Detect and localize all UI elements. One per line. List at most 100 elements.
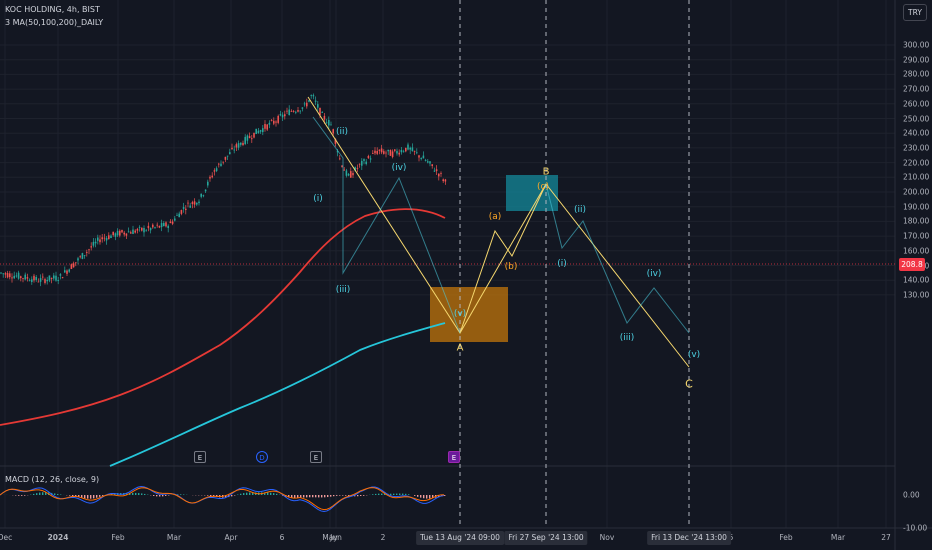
macd-bar xyxy=(102,495,104,496)
candle-body xyxy=(350,171,352,178)
price-tick: 210.00 xyxy=(903,172,930,182)
candle-body xyxy=(354,167,356,171)
event-earnings-icon[interactable]: E xyxy=(194,451,206,463)
macd-bar xyxy=(75,495,77,497)
candle-body xyxy=(180,210,183,214)
candle-body xyxy=(372,153,374,154)
candle-body xyxy=(413,150,416,152)
candle-body xyxy=(369,158,372,160)
macd-bar xyxy=(372,494,374,495)
candle-body xyxy=(55,275,57,281)
candle-body xyxy=(28,280,31,282)
price-tick: 140.00 xyxy=(903,275,930,285)
candle-body xyxy=(42,276,44,278)
candle-body xyxy=(253,132,255,138)
candle-body xyxy=(169,221,172,224)
candle-body xyxy=(279,114,282,116)
candle-body xyxy=(174,218,176,221)
event-earnings-icon[interactable]: E xyxy=(310,451,322,463)
wave-projection-impulse xyxy=(545,183,690,334)
candle-body xyxy=(20,276,22,278)
candle-body xyxy=(17,272,20,279)
candle-body xyxy=(101,237,103,240)
candle-body xyxy=(288,109,290,116)
candle-body xyxy=(24,274,26,280)
candle-body xyxy=(79,256,81,258)
macd-bar xyxy=(84,495,86,499)
indicator-legend[interactable]: 3 MA(50,100,200)_DAILY xyxy=(5,18,104,27)
wave-label-v: (v) xyxy=(453,309,467,319)
macd-bar xyxy=(429,495,431,499)
macd-bar xyxy=(420,495,422,498)
candle-body xyxy=(376,151,378,154)
macd-bar xyxy=(324,495,326,498)
candle-body xyxy=(262,128,264,133)
macd-bar xyxy=(318,495,320,498)
macd-bar xyxy=(348,495,350,496)
price-tick: 270.00 xyxy=(903,84,930,94)
candle-body xyxy=(2,273,4,275)
price-tick: 170.00 xyxy=(903,231,930,241)
candle-body xyxy=(356,168,359,169)
macd-bar xyxy=(384,493,386,495)
macd-bar xyxy=(24,495,26,496)
macd-tick-zero: 0.00 xyxy=(903,490,920,500)
macd-bar xyxy=(354,495,356,497)
candle-body xyxy=(400,150,403,153)
candle-body xyxy=(301,107,304,109)
wave-label-iii: (iii) xyxy=(335,285,351,295)
macd-bar xyxy=(408,494,410,495)
currency-button[interactable]: TRY xyxy=(903,4,927,21)
macd-bar xyxy=(135,492,137,495)
macd-bar xyxy=(390,493,392,495)
macd-bar xyxy=(156,495,158,497)
candle-body xyxy=(361,160,363,166)
macd-bar xyxy=(345,495,347,496)
macd-bar xyxy=(42,492,44,495)
candle-body xyxy=(211,175,213,178)
macd-bar xyxy=(57,494,59,495)
ma-200-line xyxy=(109,322,446,467)
symbol-title[interactable]: KOC HOLDING, 4h, BIST xyxy=(5,5,100,14)
macd-bar xyxy=(249,492,251,495)
candle-body xyxy=(224,156,227,160)
macd-bar xyxy=(126,493,128,495)
candle-body xyxy=(209,176,211,179)
macd-bar xyxy=(363,495,365,496)
candle-body xyxy=(123,232,125,235)
major-label-c: C xyxy=(685,377,693,391)
candle-body xyxy=(341,165,343,167)
major-label-a: A xyxy=(456,342,464,354)
candle-body xyxy=(33,275,35,281)
macd-bar xyxy=(396,493,398,495)
macd-bar xyxy=(303,495,305,498)
crosshair-label-sep: Fri 27 Sep '24 13:00 xyxy=(504,531,588,545)
candle-body xyxy=(37,281,40,283)
proj-label-iii: (iii) xyxy=(619,333,635,343)
candle-body xyxy=(220,163,222,167)
macd-bar xyxy=(264,492,266,495)
candle-body xyxy=(189,205,191,208)
candle-body xyxy=(207,181,209,186)
candle-body xyxy=(15,275,18,277)
candle-body xyxy=(409,147,411,150)
candle-body xyxy=(145,230,147,232)
candle-body xyxy=(191,202,194,205)
macd-legend[interactable]: MACD (12, 26, close, 9) xyxy=(5,475,100,484)
macd-bar xyxy=(360,495,362,496)
price-tick: 220.00 xyxy=(903,158,930,168)
candle-body xyxy=(407,144,409,150)
macd-bar xyxy=(69,495,71,496)
event-earnings-icon[interactable]: E xyxy=(448,451,460,463)
macd-bar xyxy=(393,493,395,495)
candle-body xyxy=(200,193,202,197)
macd-bar xyxy=(111,493,113,495)
macd-bar xyxy=(426,495,428,499)
candle-body xyxy=(213,170,216,172)
candle-body xyxy=(147,225,150,229)
candle-body xyxy=(163,223,165,227)
candle-body xyxy=(149,227,152,231)
event-dividend-icon[interactable]: D xyxy=(256,451,268,463)
macd-bar xyxy=(336,495,338,496)
